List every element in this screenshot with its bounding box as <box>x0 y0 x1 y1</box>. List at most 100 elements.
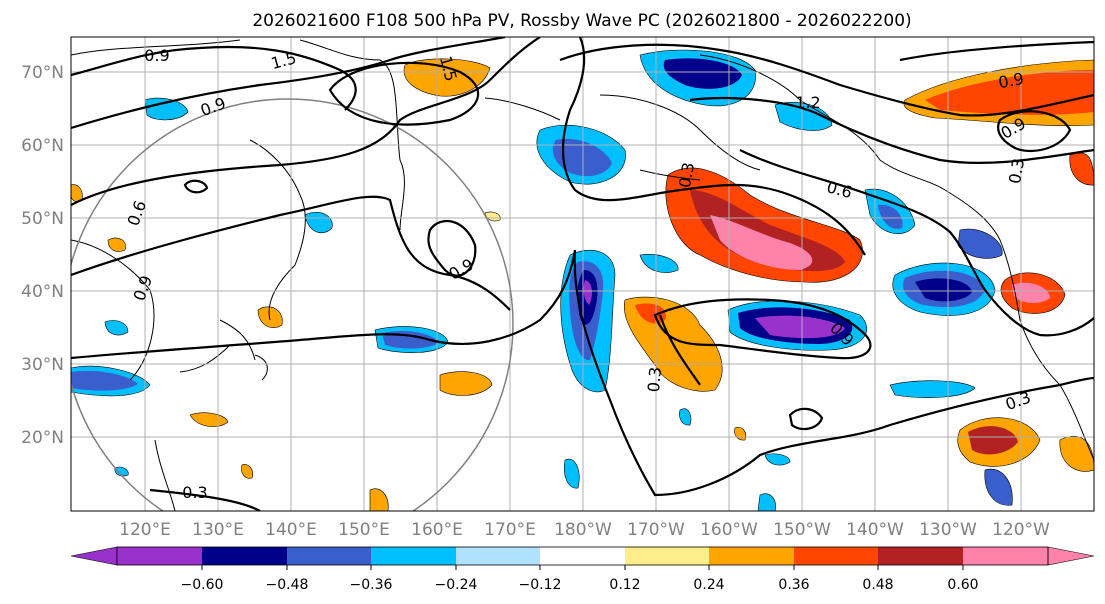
contour-label: 0.3 <box>182 483 207 502</box>
pv-contours <box>71 37 1094 511</box>
pv-contour <box>788 407 824 431</box>
negative-anomaly-region <box>889 380 976 398</box>
negative-anomaly-region <box>764 453 791 466</box>
colorbar-segment <box>709 547 794 565</box>
negative-anomaly-region <box>915 278 972 302</box>
pv-contour <box>71 45 357 111</box>
colorbar-segment <box>963 547 1048 565</box>
colorbar-tick: −0.60 <box>181 577 224 593</box>
colorbar-tick: −0.48 <box>266 577 309 593</box>
negative-anomaly-region <box>304 211 333 234</box>
negative-anomaly-region <box>71 370 138 391</box>
pv-contour <box>427 220 477 277</box>
pv-anomaly-fill <box>71 49 1094 511</box>
colorbar-segment <box>202 547 287 565</box>
negative-anomaly-region <box>663 58 742 89</box>
colorbar-extend-low <box>70 546 118 566</box>
figure-title: 2026021600 F108 500 hPa PV, Rossby Wave … <box>252 11 911 31</box>
reference-circle <box>71 98 514 511</box>
negative-anomaly-region <box>878 204 903 229</box>
contour-label: 0.3 <box>1005 157 1028 185</box>
lon-label: 170°W <box>627 520 685 540</box>
negative-anomaly-region <box>114 466 129 477</box>
latitude-labels: 70°N 60°N 50°N 40°N 30°N 20°N <box>21 63 64 448</box>
pv-contour <box>71 195 511 311</box>
colorbar: −0.60 −0.48 −0.36 −0.24 −0.12 0.12 0.24 … <box>70 546 1095 593</box>
colorbar-segment <box>794 547 878 565</box>
lon-label: 160°W <box>700 520 758 540</box>
colorbar-tick: 0.24 <box>693 577 724 593</box>
colorbar-tick: −0.36 <box>350 577 393 593</box>
pv-contour <box>183 179 209 194</box>
map-area: 0.9 0.9 1.5 1.5 0.9 0.6 0.9 0.3 0.3 0.3 … <box>71 37 1094 511</box>
positive-anomaly-region <box>241 464 253 479</box>
colorbar-segment <box>456 547 540 565</box>
pv-contour <box>689 97 1094 165</box>
negative-anomaly-region <box>563 458 580 489</box>
lat-label: 40°N <box>21 282 64 302</box>
negative-anomaly-region <box>757 493 776 511</box>
pv-contour <box>149 488 261 511</box>
lat-label: 60°N <box>21 136 64 156</box>
lon-label: 150°W <box>773 520 831 540</box>
positive-anomaly-region <box>369 488 389 511</box>
negative-anomaly-region <box>1069 152 1094 186</box>
pv-contour <box>562 37 866 256</box>
lon-label: 150°E <box>338 520 390 540</box>
pv-contour <box>899 40 1094 62</box>
positive-anomaly-region <box>439 371 493 396</box>
negative-anomaly-region <box>639 254 679 273</box>
colorbar-tick: −0.12 <box>519 577 562 593</box>
contour-label: 0.9 <box>997 69 1025 92</box>
negative-anomaly-region <box>104 320 129 336</box>
negative-anomaly-region <box>583 280 593 305</box>
lat-label: 30°N <box>21 355 64 375</box>
colorbar-extend-high <box>1047 546 1095 566</box>
pv-contour <box>328 61 480 126</box>
pv-contour <box>71 249 577 360</box>
colorbar-segment <box>117 547 202 565</box>
lon-label: 140°E <box>265 520 317 540</box>
lon-label: 140°W <box>846 520 904 540</box>
contour-label: 1.2 <box>795 93 820 112</box>
lat-label: 20°N <box>21 428 64 448</box>
pv-contour <box>559 43 1094 117</box>
positive-anomaly-region <box>257 306 283 329</box>
map-frame <box>70 36 1095 512</box>
lon-label: 160°E <box>411 520 463 540</box>
pv-contour <box>997 110 1072 152</box>
lon-label: 180°W <box>554 520 612 540</box>
lat-label: 70°N <box>21 63 64 83</box>
lon-label: 170°E <box>484 520 536 540</box>
longitude-labels: 120°E 130°E 140°E 150°E 160°E 170°E 180°… <box>119 520 1050 540</box>
pv-contour <box>653 298 872 360</box>
pv-contour <box>573 249 1094 497</box>
colorbar-tick: 0.48 <box>862 577 893 593</box>
positive-anomaly-region <box>968 426 1018 455</box>
colorbar-tick: 0.36 <box>778 577 809 593</box>
lon-label: 130°W <box>919 520 977 540</box>
colorbar-segment <box>540 547 625 565</box>
positive-anomaly-region <box>710 215 813 270</box>
pv-contour <box>658 314 701 386</box>
colorbar-segment <box>878 547 963 565</box>
positive-anomaly-region <box>403 58 491 97</box>
positive-anomaly-region <box>635 303 666 324</box>
negative-anomaly-region <box>679 408 692 426</box>
lon-label: 130°E <box>192 520 244 540</box>
positive-anomaly-region <box>1059 435 1094 472</box>
negative-anomaly-region <box>552 138 612 177</box>
colorbar-segment <box>625 547 709 565</box>
colorbar-segment <box>287 547 371 565</box>
lon-label: 120°W <box>992 520 1050 540</box>
contour-label: 0.9 <box>144 46 169 65</box>
negative-anomaly-region <box>755 315 845 339</box>
pv-contour <box>71 37 506 130</box>
lat-label: 50°N <box>21 209 64 229</box>
lon-label: 120°E <box>119 520 171 540</box>
positive-anomaly-region <box>107 237 126 252</box>
longitude-line <box>144 37 1022 511</box>
colorbar-tick: −0.24 <box>435 577 478 593</box>
colorbar-tick: 0.60 <box>947 577 978 593</box>
